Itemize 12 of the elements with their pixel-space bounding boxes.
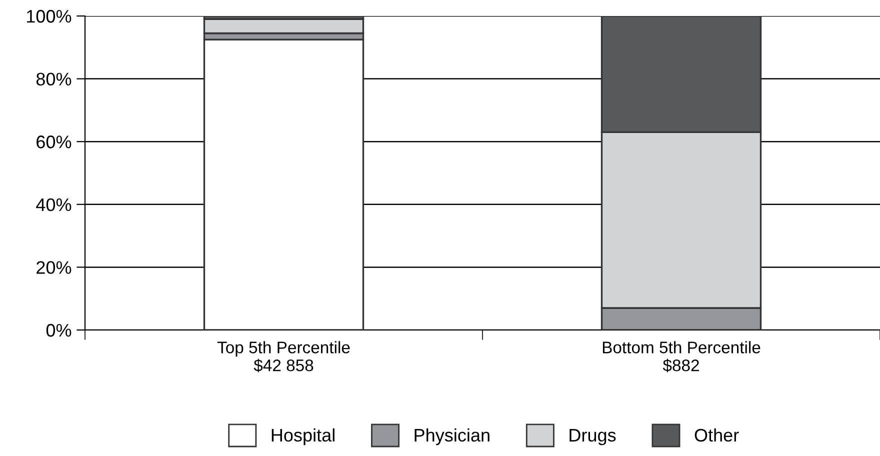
y-tick-label: 60% [36,136,72,148]
y-tick-label: 80% [36,72,72,86]
y-tick-label: 20% [36,261,72,274]
legend-label: Hospital [272,428,334,446]
y-tick-label: 0% [46,324,72,337]
legend-label: Drugs [570,429,616,446]
legend-label: Physician [414,428,490,446]
x-tick-label: Top 5th Percentile $42 858 [217,341,350,372]
y-tick-label: 40% [36,198,72,212]
y-tick-label: 100% [27,10,72,23]
x-tick-label: Bottom 5th Percentile $882 [602,341,760,372]
legend-label: Other [694,428,739,442]
